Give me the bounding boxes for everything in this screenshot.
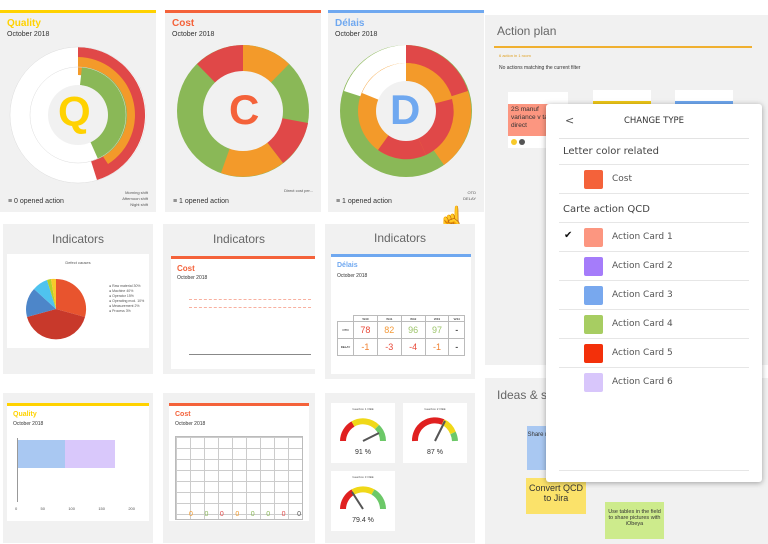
gauge-3[interactable]: Gearbox 3 OEE 79.4 % — [331, 471, 395, 531]
cost-title: Cost — [172, 18, 195, 29]
delais-card[interactable]: Délais October 2018 D OTD DELAY ≡ 1 opene… — [328, 10, 484, 212]
chart-subtitle: October 2018 — [337, 273, 368, 279]
gauge-2[interactable]: Gearbox 2 OEE 87 % — [403, 403, 467, 463]
quality-subtitle: October 2018 — [7, 31, 50, 38]
indicators-title: Indicators — [212, 232, 266, 246]
color-swatch — [584, 228, 603, 247]
checkmark-icon: ✔ — [564, 230, 573, 241]
section-letter-color: Letter color related — [563, 146, 660, 157]
chart-subtitle: October 2018 — [177, 275, 208, 281]
color-swatch — [584, 170, 603, 189]
popup-header: < CHANGE TYPE — [559, 104, 749, 139]
option-action-card-3[interactable]: Action Card 3 — [559, 281, 749, 310]
cost-line-chart-widget[interactable]: Cost October 2018 — [171, 256, 315, 369]
cost-grid — [175, 436, 303, 520]
delais-table: W40 W41 W42 W43 W44 OTD 78 82 96 97- DELAY -1 -3 -4… — [337, 315, 465, 356]
color-swatch — [584, 257, 603, 276]
pie-legend: ● Raw material 30% ● Machine 40% ● Opera… — [109, 284, 145, 313]
delais-donut-chart — [340, 45, 472, 177]
option-action-card-1[interactable]: ✔ Action Card 1 — [559, 223, 749, 252]
x-axis-ticks: 0 50 100 150 200 — [15, 506, 135, 511]
action-plan-title: Action plan — [497, 24, 557, 38]
chart-title: Cost — [175, 411, 191, 418]
cost-donut-chart — [177, 45, 309, 177]
indicators-panel-3[interactable]: Indicators Délais October 2018 W40 W41 W42… — [325, 224, 475, 379]
indicators-panel-2[interactable]: Indicators Cost October 2018 — [163, 224, 315, 374]
option-action-card-5[interactable]: Action Card 5 — [559, 339, 749, 368]
color-swatch — [584, 286, 603, 305]
cost-subtitle: October 2018 — [172, 31, 215, 38]
indicators-title: Indicators — [373, 231, 427, 245]
popup-title: CHANGE TYPE — [623, 116, 685, 126]
cost-card[interactable]: Cost October 2018 C Direct cost per... ≡… — [165, 10, 321, 212]
cost-legend: Direct cost per... — [284, 188, 313, 193]
option-action-card-6[interactable]: Action Card 6 — [559, 368, 749, 397]
quality-donut-chart — [9, 46, 147, 184]
ideas-title: Ideas & s — [497, 388, 548, 402]
quality-bar-panel[interactable]: Quality October 2018 0 50 100 150 200 — [3, 393, 153, 543]
action-card-2[interactable] — [593, 90, 651, 104]
cost-color-bar — [165, 10, 321, 13]
change-type-popup[interactable]: < CHANGE TYPE Letter color related Cost … — [546, 104, 762, 482]
chart-title: Délais — [337, 262, 358, 269]
delais-title: Délais — [335, 18, 365, 29]
list-icon: ≡ — [173, 198, 180, 205]
delais-letter: D — [390, 86, 421, 133]
chart-subtitle: October 2018 — [175, 421, 206, 427]
delais-legend: OTD DELAY — [463, 190, 476, 201]
delais-subtitle: October 2018 — [335, 31, 378, 38]
option-action-card-4[interactable]: Action Card 4 — [559, 310, 749, 339]
avatar — [511, 139, 517, 145]
empty-filter-message: No actions matching the current filter — [499, 65, 581, 71]
option-action-card-2[interactable]: Action Card 2 — [559, 252, 749, 281]
quality-color-bar — [0, 10, 156, 13]
section-carte-action: Carte action QCD — [563, 204, 650, 215]
chart-title: Cost — [177, 264, 195, 273]
color-swatch — [584, 344, 603, 363]
color-swatch — [584, 315, 603, 334]
quality-title: Quality — [7, 18, 41, 29]
pie-chart-title: Defect causes — [65, 260, 91, 265]
action-count: 6 action in 1 room — [499, 53, 531, 58]
action-card-3[interactable] — [675, 90, 733, 104]
sticky-note-2[interactable]: Convert QCD to Jira — [526, 478, 586, 514]
delais-color-bar — [328, 10, 484, 13]
back-button[interactable]: < — [565, 114, 575, 127]
cost-letter: C — [229, 86, 260, 133]
list-icon: ≡ — [8, 198, 15, 205]
delais-table-widget[interactable]: Délais October 2018 W40 W41 W42 W43 W44 OTD 7… — [331, 254, 471, 374]
cost-opened-actions[interactable]: ≡ 1 opened action — [173, 198, 229, 205]
avatar — [519, 139, 525, 145]
quality-card[interactable]: Quality October 2018 Q Morning shift Aft… — [0, 10, 156, 212]
pie-chart — [26, 278, 87, 340]
gauges-panel[interactable]: Gearbox 1 OEE 91 % Gearbox 2 OEE 87 % Ge… — [325, 393, 475, 543]
color-swatch — [584, 373, 603, 392]
quality-opened-actions[interactable]: ≡ 0 opened action — [8, 198, 64, 205]
indicators-panel-1[interactable]: Indicators Defect causes ● Raw material … — [3, 224, 153, 374]
quality-letter: Q — [58, 88, 91, 135]
delais-opened-actions[interactable]: ≡ 1 opened action — [336, 198, 392, 205]
quality-legend: Morning shift Afternoon shift Night shif… — [122, 190, 148, 207]
indicators-title: Indicators — [51, 232, 105, 246]
chart-subtitle: October 2018 — [13, 421, 44, 427]
list-icon: ≡ — [336, 198, 343, 205]
sticky-note-3[interactable]: Use tables in the field to share picture… — [605, 502, 664, 539]
quality-bar-widget[interactable]: Quality October 2018 0 50 100 150 200 — [7, 403, 149, 521]
gauge-1[interactable]: Gearbox 1 OEE 91 % — [331, 403, 395, 463]
pie-chart-widget[interactable]: Defect causes ● Raw material 30% ● Machi… — [7, 254, 149, 348]
action-plan-divider — [494, 46, 752, 48]
option-cost[interactable]: Cost — [559, 165, 749, 194]
chart-title: Quality — [13, 411, 37, 418]
